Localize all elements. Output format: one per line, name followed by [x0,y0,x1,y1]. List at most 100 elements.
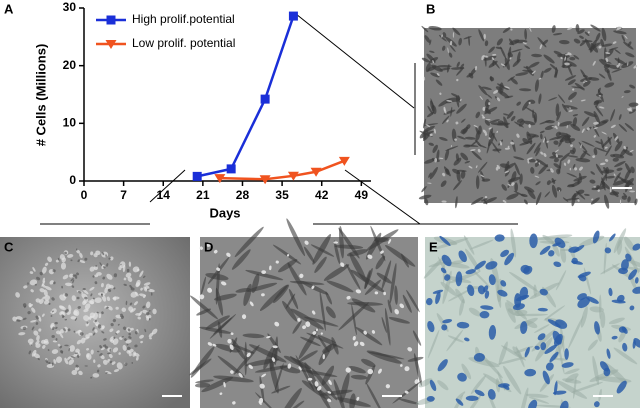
cell [151,292,153,296]
cell [624,123,634,131]
cell [113,273,118,278]
cell [389,262,397,304]
cell [55,356,63,363]
cell [129,284,133,289]
cell [523,199,528,205]
cell [37,357,40,361]
cell [595,119,609,127]
cell [448,52,453,58]
cell [51,297,55,301]
cell [135,279,141,287]
cell [51,362,54,367]
cell [235,287,251,293]
cell [297,318,301,322]
marker [310,167,322,177]
cell [424,198,429,206]
cell [558,136,564,147]
cell [355,289,362,294]
cell [352,335,356,341]
cell [83,315,90,322]
cell [627,61,629,66]
cell [594,321,601,335]
cell [564,348,569,360]
cell [450,260,464,265]
cell [611,68,622,73]
cell [375,255,386,270]
legend-label: High prolif.potential [132,12,235,26]
cell [139,334,145,339]
cell [124,338,127,341]
cell [123,283,127,286]
cell [429,50,435,53]
connector [149,169,186,203]
cell [38,328,42,332]
cell [505,302,516,323]
series-line [219,159,345,181]
cell [533,284,537,297]
cell [402,294,412,313]
cell [569,106,571,110]
cell [428,142,435,146]
cell [492,53,497,56]
cell [450,93,460,98]
cell [333,241,339,244]
cell [353,341,359,347]
cell [567,159,571,164]
cell [75,364,79,368]
cell [507,46,512,62]
cell [101,311,104,315]
cell [549,351,559,363]
cell [545,362,554,371]
cell [429,39,432,46]
cell [590,171,596,175]
cell [616,167,623,171]
cell [551,184,558,198]
cell [128,261,132,267]
marker [260,94,270,104]
cell [509,39,520,46]
cell [619,199,622,205]
cell [109,328,114,333]
cell [474,389,485,397]
cell [388,317,410,324]
cell [515,294,530,301]
cell [80,337,86,344]
cell [439,92,442,95]
cell [199,326,232,334]
cell [469,239,494,250]
cell [604,194,610,209]
cell [414,379,419,384]
cell [109,348,112,352]
cell [194,382,211,388]
cell [468,36,471,47]
cell [510,77,518,85]
cell [628,109,636,114]
cell [34,283,37,286]
cell [245,269,284,281]
cell [512,303,525,311]
cell [537,307,548,312]
cell [272,345,278,349]
cell [480,174,485,178]
cell [553,140,559,145]
cell [562,378,582,384]
cell [429,379,437,392]
cell [598,106,605,109]
cell [621,326,628,334]
cell [573,376,577,399]
cell [459,298,465,316]
cell [429,133,433,137]
cell [64,293,69,297]
cell [79,260,86,264]
cell [629,149,634,153]
cell [76,272,79,276]
cell [142,275,146,279]
cell [67,328,71,332]
cell [340,372,350,403]
cell [485,119,491,121]
cell [75,352,79,355]
x-tick-label: 42 [315,188,329,202]
cell [514,182,518,192]
cell [70,355,75,359]
cell [614,140,623,152]
